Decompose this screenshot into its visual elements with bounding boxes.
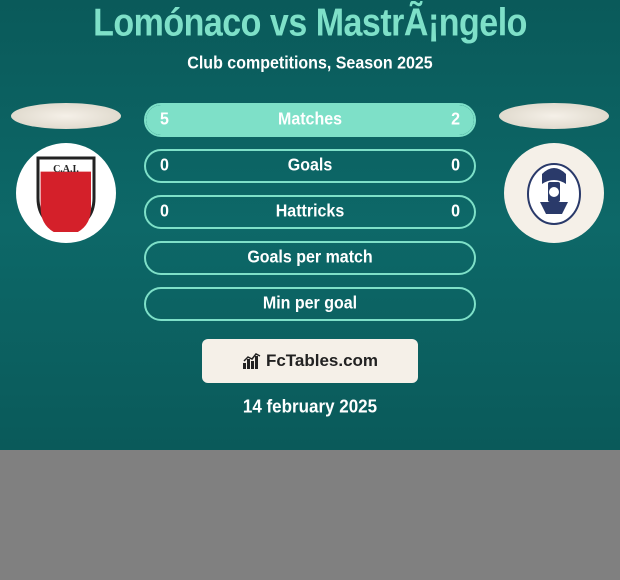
stat-row: Goals per match — [144, 241, 476, 275]
player1-silhouette — [11, 103, 121, 129]
comparison-card: Lomónaco vs MastrÃ¡ngelo Club competitio… — [0, 0, 620, 450]
stat-label: Goals per match — [146, 248, 474, 268]
player2-club-badge — [504, 143, 604, 243]
stat-row: Goals0 0 — [144, 149, 476, 183]
stat-value-right: 2 — [451, 110, 460, 130]
bar-chart-icon — [242, 352, 262, 370]
subtitle: Club competitions, Season 2025 — [0, 54, 620, 74]
player2-column — [494, 103, 614, 243]
stat-label: Hattricks — [146, 202, 474, 222]
stat-row: Matches5 2 — [144, 103, 476, 137]
branding-box[interactable]: FcTables.com — [202, 339, 418, 383]
stat-value-right: 0 — [451, 156, 460, 176]
stat-value-left: 5 — [160, 110, 169, 130]
date-text: 14 february 2025 — [0, 396, 620, 418]
stat-value-right: 0 — [451, 202, 460, 222]
vs-text: vs — [270, 1, 307, 45]
player2-name: MastrÃ¡ngelo — [316, 1, 527, 45]
player1-club-badge: C.A.I. — [16, 143, 116, 243]
player2-silhouette — [499, 103, 609, 129]
branding-text: FcTables.com — [266, 351, 378, 371]
stat-label: Goals — [146, 156, 474, 176]
stat-label: Min per goal — [146, 294, 474, 314]
stat-value-left: 0 — [160, 202, 169, 222]
player1-column: C.A.I. — [6, 103, 126, 243]
title: Lomónaco vs MastrÃ¡ngelo — [0, 1, 620, 46]
stat-row: Hattricks0 0 — [144, 195, 476, 229]
knight-crest-icon — [522, 154, 586, 232]
stats-column: Matches52Goals00Hattricks00Goals per mat… — [126, 103, 494, 321]
player1-name: Lomónaco — [93, 1, 261, 45]
shield-icon: C.A.I. — [34, 154, 98, 232]
stat-row: Min per goal — [144, 287, 476, 321]
svg-text:C.A.I.: C.A.I. — [53, 164, 79, 175]
stat-value-left: 0 — [160, 156, 169, 176]
content-row: C.A.I. Matches52Goals00Hattricks00Goals … — [0, 103, 620, 321]
stat-label: Matches — [146, 110, 474, 130]
